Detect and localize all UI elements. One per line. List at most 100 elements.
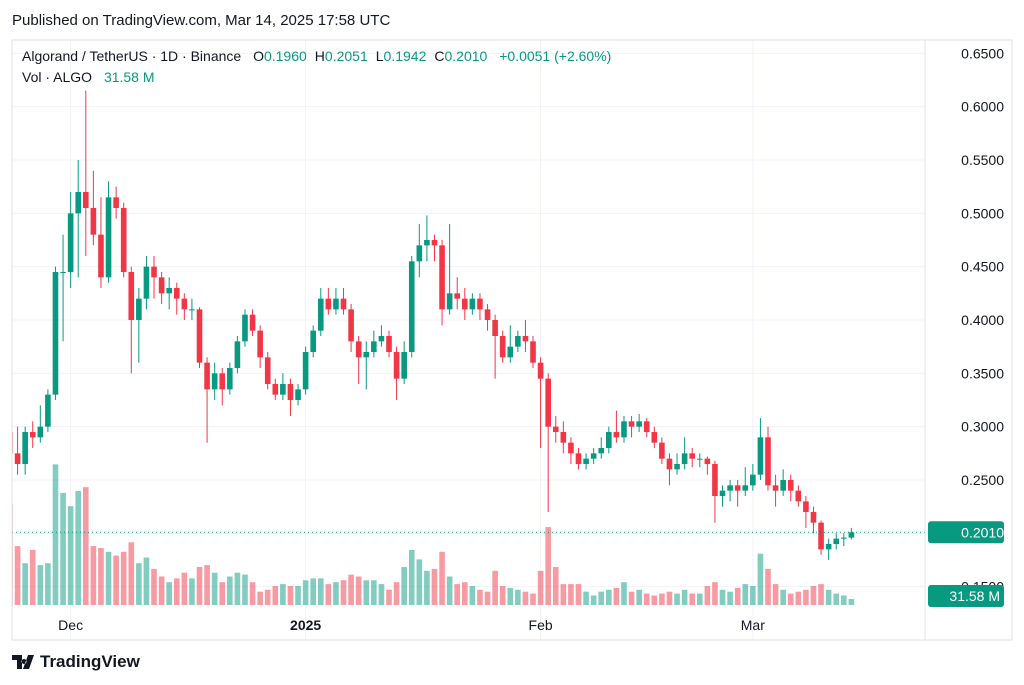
volume-bar	[696, 593, 703, 605]
symbol-legend: Algorand / TetherUS · 1D · Binance O0.19…	[22, 48, 611, 64]
volume-pane	[12, 464, 855, 605]
last-price-badge	[928, 521, 1004, 544]
volume-bar	[317, 578, 324, 605]
volume-bar	[295, 586, 301, 605]
candle-body	[598, 448, 605, 454]
volume-bar	[14, 546, 21, 605]
volume-bar	[378, 584, 385, 605]
x-tick-label: 2025	[290, 617, 321, 633]
volume-bar	[219, 582, 226, 605]
candle-body	[621, 421, 627, 438]
candle-body	[734, 485, 741, 491]
candle-body	[211, 373, 218, 390]
volume-bar	[598, 591, 605, 605]
candle-body	[280, 384, 286, 395]
logo-icon	[12, 655, 34, 669]
volume-bar	[590, 595, 597, 605]
volume-bar	[196, 567, 203, 605]
candle-body	[841, 537, 847, 539]
candle-body	[158, 277, 165, 294]
volume-bar	[704, 586, 711, 605]
volume-bar	[462, 582, 468, 605]
volume-bar	[22, 563, 28, 605]
candle-body	[689, 453, 695, 459]
candle-body	[90, 208, 97, 235]
y-tick-label: 0.4500	[961, 259, 1004, 275]
candle-body	[628, 421, 635, 427]
candle-body	[14, 453, 21, 464]
candle-body	[560, 432, 567, 443]
volume-bar	[568, 584, 574, 605]
candle-body	[75, 192, 82, 214]
candle-body	[818, 522, 824, 550]
candle-body	[83, 192, 89, 208]
candle-body	[651, 432, 658, 443]
volume-bar	[560, 584, 567, 605]
volume-bar	[325, 584, 332, 605]
volume-bar	[424, 570, 430, 605]
volume-bar	[484, 591, 491, 605]
price-pane	[12, 90, 925, 560]
ohlc-key: O	[253, 48, 264, 64]
candle-body	[325, 298, 332, 310]
ohlc-value: 0.1942	[383, 48, 427, 64]
candle-body	[522, 336, 529, 342]
candle-body	[469, 298, 476, 310]
candle-body	[60, 272, 66, 273]
candle-body	[636, 421, 642, 427]
volume-bar	[477, 589, 483, 605]
volume-bar	[689, 593, 695, 605]
ohlc-value: 0.1960	[263, 48, 307, 64]
change: +0.0051 (+2.60%)	[499, 48, 612, 64]
y-tick-label: 0.4000	[961, 312, 1004, 328]
volume-bar	[765, 568, 771, 605]
volume-bar	[371, 580, 377, 605]
volume-bar	[173, 578, 180, 605]
y-tick-label: 0.5500	[961, 152, 1004, 168]
candle-body	[462, 298, 468, 310]
candle-body	[196, 309, 203, 363]
x-tick-label: Feb	[529, 617, 553, 633]
volume-bar	[681, 589, 688, 605]
candle-body	[727, 485, 733, 491]
candle-body	[515, 336, 521, 347]
volume-bar	[257, 591, 263, 605]
candle-body	[113, 197, 119, 208]
volume-bar	[454, 584, 461, 605]
volume-bar	[393, 582, 400, 605]
candle-body	[492, 320, 498, 336]
brand: TradingView	[40, 652, 140, 671]
candle-body	[67, 213, 74, 272]
ohlc-key: H	[314, 48, 325, 64]
volume-bar	[613, 587, 620, 605]
volume-bar	[227, 576, 233, 605]
candle-body	[704, 458, 711, 464]
candle-body	[659, 442, 665, 459]
volume-bar	[712, 582, 718, 605]
candle-body	[424, 240, 430, 246]
candle-body	[757, 437, 764, 475]
last-price-label: 0.2010	[961, 524, 1004, 540]
candle-body	[242, 314, 248, 342]
volume-bar	[60, 492, 66, 605]
volume-badge	[928, 585, 1004, 607]
candle-body	[795, 490, 802, 502]
volume-bar	[810, 586, 817, 605]
volume-bar	[340, 580, 347, 605]
volume-bar	[537, 570, 544, 605]
volume-bar	[719, 589, 726, 605]
candle-body	[499, 336, 506, 358]
volume-bar	[401, 567, 407, 605]
volume-bar	[181, 572, 188, 605]
candle-body	[643, 421, 650, 432]
candle-body	[120, 208, 127, 272]
candle-body	[52, 272, 59, 395]
candle-body	[416, 245, 423, 262]
footer-logo: TradingView	[12, 652, 140, 672]
candle-body	[234, 341, 241, 368]
candle-body	[810, 512, 817, 523]
volume-bar	[583, 591, 589, 605]
volume-bar	[651, 595, 658, 605]
volume-bar	[621, 582, 627, 605]
volume-badge-label: 31.58 M	[949, 588, 1000, 604]
